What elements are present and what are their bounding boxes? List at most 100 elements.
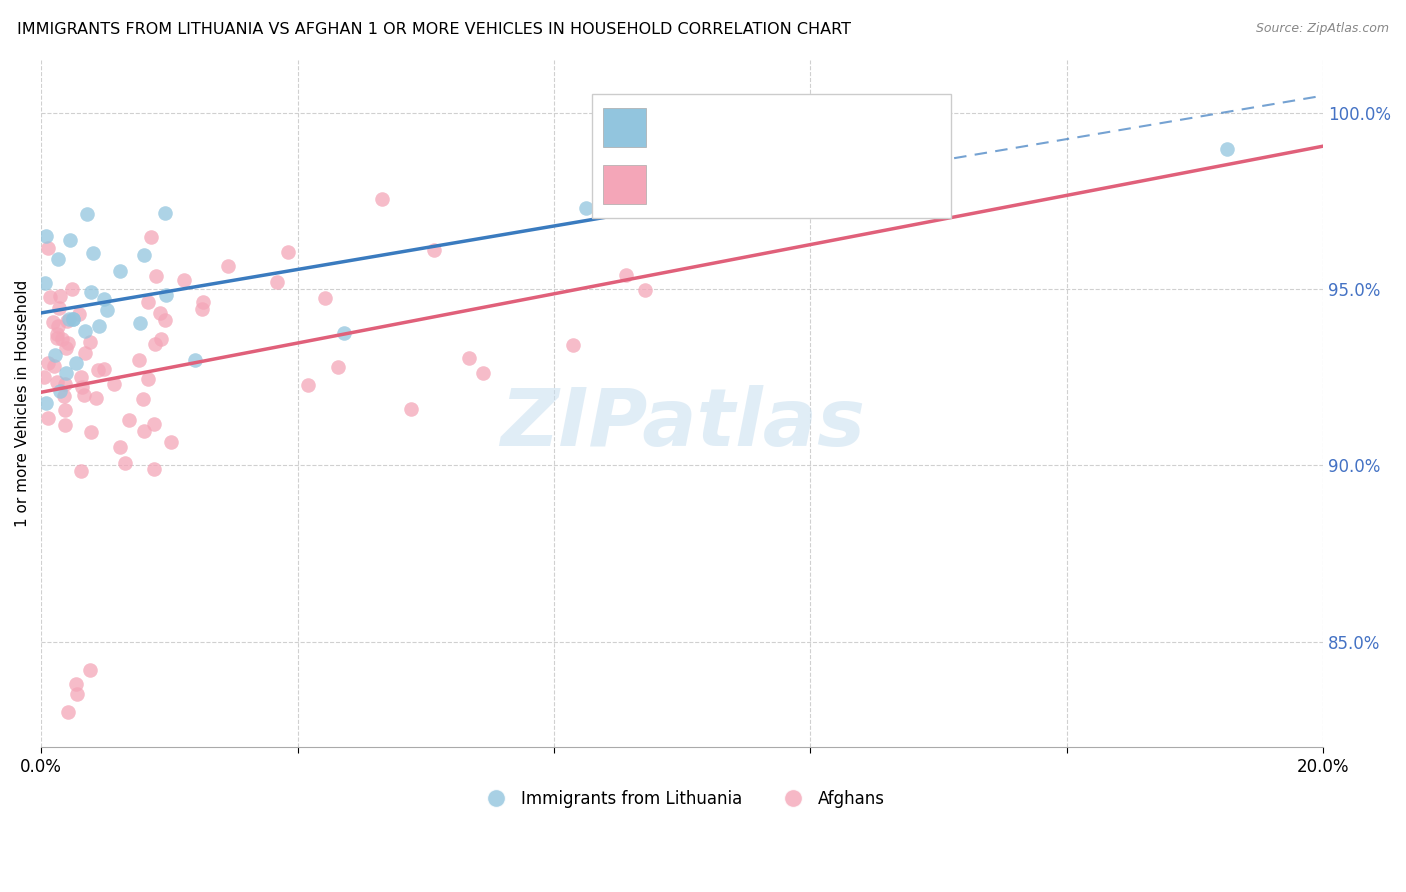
Point [173,272,195,286]
Point [562,338,585,352]
Point [1216,142,1239,156]
Point [37,411,59,425]
Point [53,417,76,432]
Point [155,288,177,302]
Point [160,435,183,450]
Point [49,289,72,303]
Point [114,456,136,470]
Text: ZIPatlas: ZIPatlas [499,385,865,463]
Point [48,301,70,315]
Point [51,332,73,346]
Point [58,311,80,326]
Point [37,241,59,255]
Point [142,417,165,432]
Point [65,677,87,691]
Point [103,377,125,392]
Point [149,332,172,346]
Point [73,324,96,338]
Point [42,359,65,373]
Point [575,201,598,215]
Point [607,117,630,131]
Point [48,384,70,398]
Point [62,312,84,326]
Point [46,331,69,345]
Point [735,181,758,195]
Point [423,243,446,257]
Point [84,391,107,405]
Point [65,356,87,370]
Point [73,345,96,359]
Point [35,395,58,409]
Point [53,376,76,391]
Point [56,335,79,350]
Text: IMMIGRANTS FROM LITHUANIA VS AFGHAN 1 OR MORE VEHICLES IN HOUSEHOLD CORRELATION : IMMIGRANTS FROM LITHUANIA VS AFGHAN 1 OR… [17,22,851,37]
Point [472,366,495,380]
Point [53,403,76,417]
Point [328,359,350,374]
Point [37,356,59,370]
Point [45,327,67,342]
Point [129,316,152,330]
Point [82,246,104,260]
Point [132,392,155,406]
Point [143,462,166,476]
Point [371,192,394,206]
Point [89,318,111,333]
Point [118,413,141,427]
Point [53,389,76,403]
Point [70,464,93,478]
Point [55,313,77,327]
Point [67,307,90,321]
Point [56,705,79,719]
Point [634,283,657,297]
Point [297,378,319,392]
Point [145,268,167,283]
Point [70,370,93,384]
Legend: Immigrants from Lithuania, Afghans: Immigrants from Lithuania, Afghans [472,783,891,814]
Point [87,363,110,377]
Point [217,259,239,273]
Point [458,351,481,366]
Point [153,206,176,220]
Point [399,401,422,416]
Point [55,366,77,380]
Point [139,230,162,244]
Point [128,352,150,367]
Point [143,337,166,351]
Point [96,303,118,318]
Point [93,362,115,376]
Point [149,306,172,320]
Y-axis label: 1 or more Vehicles in Household: 1 or more Vehicles in Household [15,280,30,527]
Point [70,380,93,394]
Point [42,315,65,329]
Text: Source: ZipAtlas.com: Source: ZipAtlas.com [1256,22,1389,36]
Point [132,248,155,262]
Point [76,206,98,220]
Point [136,372,159,386]
Point [333,326,356,340]
Point [34,276,56,290]
Point [614,268,637,282]
Point [80,285,103,300]
Point [134,425,156,439]
Point [79,425,101,439]
Point [35,228,58,243]
Point [32,370,55,384]
Point [46,252,69,267]
Point [46,375,69,389]
Point [193,295,215,310]
Point [59,233,82,247]
Point [46,319,69,334]
Point [66,688,89,702]
Point [277,245,299,260]
Point [184,352,207,367]
Point [79,663,101,677]
Point [44,348,66,362]
Point [266,275,288,289]
Point [191,302,214,317]
Point [79,334,101,349]
Point [93,292,115,306]
Point [55,341,77,355]
Point [138,294,160,309]
Point [60,282,83,296]
